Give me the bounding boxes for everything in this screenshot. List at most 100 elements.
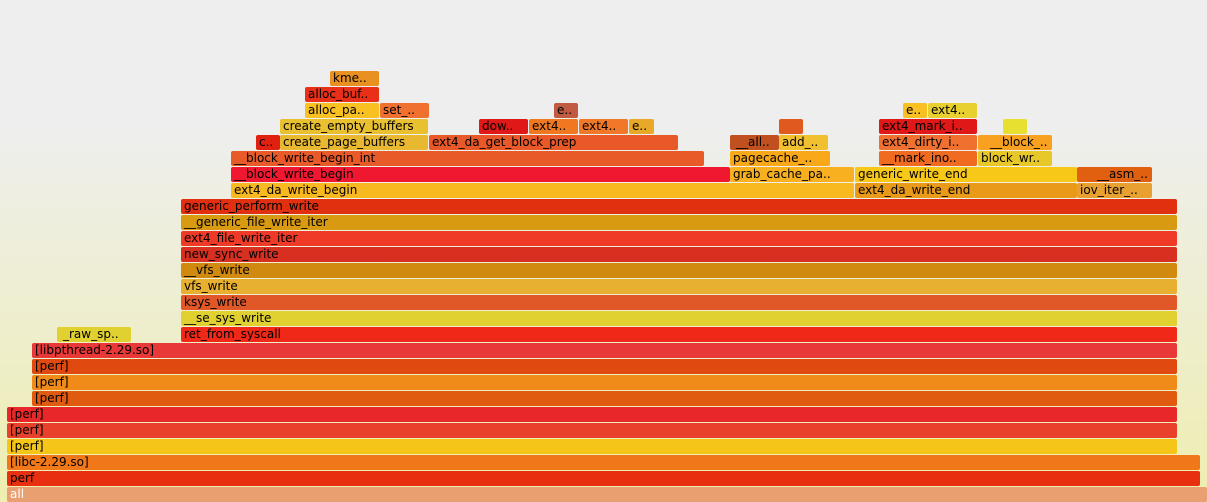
frame-label: [perf] (10, 439, 44, 453)
frame-grab-cache-page[interactable]: grab_cache_pa.. (730, 167, 854, 182)
frame-label: new_sync_write (184, 247, 279, 261)
frame-block-commit[interactable]: __block_.. (978, 135, 1052, 150)
frame-label: __block_.. (990, 135, 1048, 149)
frame-ret-from-syscall[interactable]: ret_from_syscall (181, 327, 1177, 342)
frame-label: e.. (632, 119, 648, 133)
frame-ext4-3[interactable]: ext4.. (928, 103, 977, 118)
frame-label: __block_write_begin (234, 167, 354, 181)
frame-label: ext4_da_write_begin (234, 183, 358, 197)
frame-vfs-write-inner[interactable]: __vfs_write (181, 263, 1177, 278)
frame-label: __se_sys_write (184, 311, 272, 325)
frame-kmem-cache-alloc[interactable]: kme.. (330, 71, 379, 86)
frame-label: _raw_sp.. (63, 327, 119, 341)
frame-libc[interactable]: [libc-2.29.so] (7, 455, 1200, 470)
frame-e-1[interactable]: e.. (629, 119, 654, 134)
frame-ext4-da-write-begin[interactable]: ext4_da_write_begin (231, 183, 854, 198)
frame-set[interactable]: set_.. (380, 103, 429, 118)
frame-label: all (10, 487, 25, 501)
frame-all[interactable]: all (7, 487, 1207, 502)
frame-label: dow.. (482, 119, 514, 133)
frame-label: ext4_file_write_iter (184, 231, 298, 245)
frame-e-2[interactable]: e.. (554, 103, 578, 118)
frame-label: __block_write_begin_int (234, 151, 376, 165)
frame-label: [libc-2.29.so] (10, 455, 89, 469)
frame-perf[interactable]: perf (7, 471, 1200, 486)
frame-ksys-write[interactable]: ksys_write (181, 295, 1177, 310)
frame-label: set_.. (383, 103, 415, 117)
frame-label: ret_from_syscall (184, 327, 281, 341)
frame-ext4-file-write-iter[interactable]: ext4_file_write_iter (181, 231, 1177, 246)
frame-alloc-pages[interactable]: __all.. (730, 135, 779, 150)
frame-mark-inode[interactable]: __mark_ino.. (879, 151, 977, 166)
frame-block-write-begin[interactable]: __block_write_begin (231, 167, 730, 182)
frame-label: e.. (906, 103, 922, 117)
frame-e-3[interactable]: e.. (903, 103, 927, 118)
frame-perf-4[interactable]: [perf] (32, 391, 1177, 406)
frame-label: __generic_file_write_iter (184, 215, 328, 229)
frame-label: pagecache_.. (733, 151, 813, 165)
frame-add-to-page-cache[interactable]: add_.. (779, 135, 828, 150)
frame-label: add_.. (782, 135, 819, 149)
frame-ext4-2[interactable]: ext4.. (579, 119, 628, 134)
frame-label: [perf] (35, 375, 69, 389)
frame-label: ksys_write (184, 295, 247, 309)
frame-label: [perf] (10, 407, 44, 421)
frame-perf-1[interactable]: [perf] (7, 439, 1177, 454)
frame-label: vfs_write (184, 279, 238, 293)
frame-block-write-begin-int[interactable]: __block_write_begin_int (231, 151, 704, 166)
frame-ext4-da-write-end[interactable]: ext4_da_write_end (855, 183, 1077, 198)
frame-label: kme.. (333, 71, 367, 85)
frame-label: __vfs_write (184, 263, 250, 277)
frame-perf-3[interactable]: [perf] (7, 407, 1177, 422)
frame-label: create_empty_buffers (283, 119, 414, 133)
frame-se-sys-write[interactable]: __se_sys_write (181, 311, 1177, 326)
frame-label: __asm_.. (1097, 167, 1148, 181)
frame-unnamed-1[interactable] (779, 119, 803, 134)
frame-perf-5[interactable]: [perf] (32, 375, 1177, 390)
frame-create-page-buffers[interactable]: create_page_buffers (280, 135, 428, 150)
frame-generic-perform-write[interactable]: generic_perform_write (181, 199, 1177, 214)
frame-asm[interactable]: __asm_.. (1077, 167, 1152, 182)
frame-label: e.. (557, 103, 573, 117)
frame-ext4-1[interactable]: ext4.. (529, 119, 578, 134)
frame-iov-iter[interactable]: iov_iter_.. (1077, 183, 1152, 198)
frame-label: ext4.. (931, 103, 966, 117)
frame-label: generic_write_end (858, 167, 968, 181)
frame-perf-2[interactable]: [perf] (7, 423, 1177, 438)
frame-generic-file-write-iter[interactable]: __generic_file_write_iter (181, 215, 1177, 230)
frame-c[interactable]: c.. (256, 135, 280, 150)
frame-alloc-buffer-head[interactable]: alloc_buf.. (305, 87, 379, 102)
frame-label: alloc_buf.. (308, 87, 369, 101)
frame-create-empty-buffers[interactable]: create_empty_buffers (280, 119, 428, 134)
frame-pagecache[interactable]: pagecache_.. (730, 151, 830, 166)
frame-label: generic_perform_write (184, 199, 319, 213)
frame-unnamed-2[interactable] (1003, 119, 1027, 134)
frame-label: grab_cache_pa.. (733, 167, 831, 181)
frame-block-write-end[interactable]: block_wr.. (978, 151, 1052, 166)
frame-label: __mark_ino.. (882, 151, 957, 165)
frame-perf-6[interactable]: [perf] (32, 359, 1177, 374)
frame-generic-write-end[interactable]: generic_write_end (855, 167, 1077, 182)
frame-vfs-write[interactable]: vfs_write (181, 279, 1177, 294)
frame-label: perf (10, 471, 35, 485)
frame-label: [perf] (35, 391, 69, 405)
frame-label: ext4.. (532, 119, 567, 133)
frame-label: __all.. (736, 135, 770, 149)
frame-label: ext4.. (582, 119, 617, 133)
frame-alloc-page[interactable]: alloc_pa.. (305, 103, 379, 118)
frame-label: ext4_mark_i.. (882, 119, 963, 133)
frame-label: alloc_pa.. (308, 103, 365, 117)
frame-label: c.. (259, 135, 274, 149)
frame-label: [perf] (10, 423, 44, 437)
frame-ext4-da-get-block-prep[interactable]: ext4_da_get_block_prep (429, 135, 678, 150)
frame-label: ext4_da_write_end (858, 183, 971, 197)
frame-raw-spin[interactable]: _raw_sp.. (57, 327, 131, 342)
frame-label: iov_iter_.. (1080, 183, 1138, 197)
frame-ext4-dirty-inode[interactable]: ext4_dirty_i.. (879, 135, 977, 150)
frame-libpthread[interactable]: [libpthread-2.29.so] (32, 343, 1177, 358)
frame-label: ext4_dirty_i.. (882, 135, 960, 149)
frame-down[interactable]: dow.. (479, 119, 528, 134)
frame-new-sync-write[interactable]: new_sync_write (181, 247, 1177, 262)
frame-ext4-mark-iloc[interactable]: ext4_mark_i.. (879, 119, 977, 134)
